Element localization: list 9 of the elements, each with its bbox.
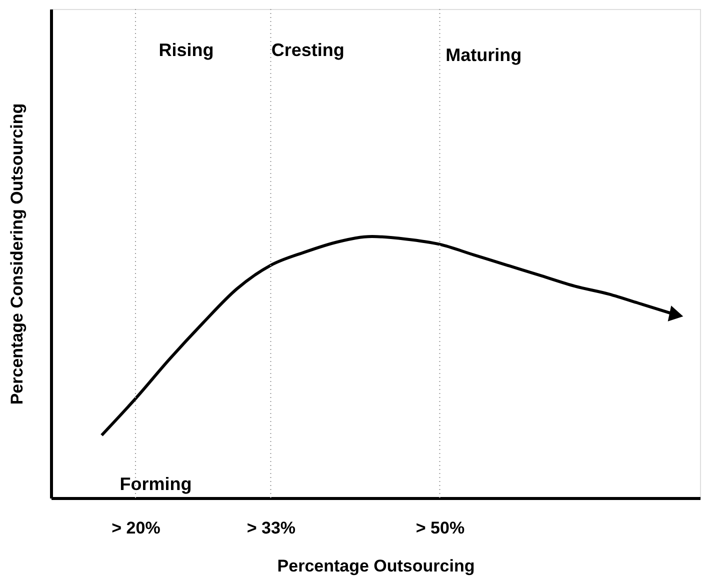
y-axis-title: Percentage Considering Outsourcing <box>8 103 26 405</box>
x-tick-label: > 50% <box>416 518 465 538</box>
text: Cresting <box>271 40 344 60</box>
text: Maturing <box>446 45 522 66</box>
x-tick-label: > 33% <box>246 518 296 538</box>
x-axis-title: Percentage Outsourcing <box>277 556 475 576</box>
text: Rising <box>158 40 214 60</box>
annotation: Forming <box>120 474 192 494</box>
x-tick-label: > 20% <box>112 518 160 538</box>
